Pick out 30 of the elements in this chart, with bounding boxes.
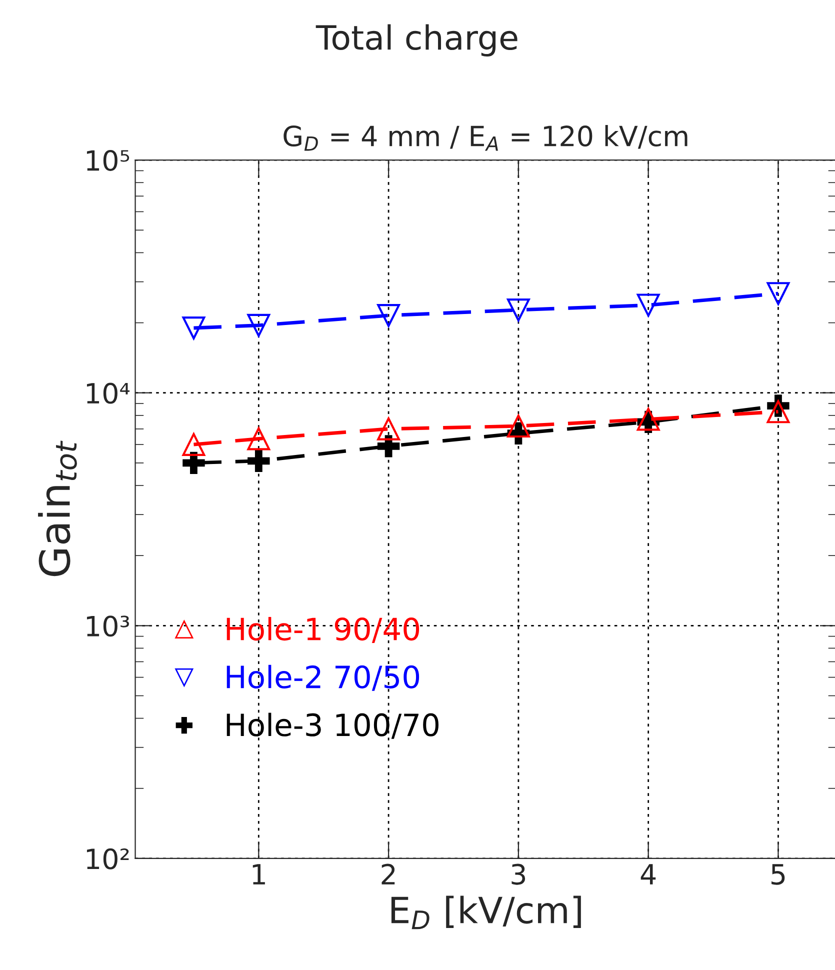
- point: [766, 400, 790, 424]
- point: [182, 452, 205, 474]
- x-tick-label: 3: [512, 864, 526, 885]
- chart-subtitle: G$_{D}$ = 4 mm / E$_{A}$ = 120 kV/cm: [284, 125, 688, 151]
- point: [377, 417, 400, 440]
- legend-label: Hole-2 70/50: [226, 664, 420, 691]
- y-tick-label: 10³: [86, 616, 129, 637]
- x-tick-label: 5: [772, 864, 785, 885]
- x-tick-label: 4: [640, 864, 656, 884]
- y-axis-title: Gain$_{tot}$: [38, 440, 77, 576]
- point: [247, 314, 270, 337]
- x-axis-title: E$_{D}$ [kV/cm]: [391, 896, 581, 930]
- point: [377, 435, 400, 458]
- point: [766, 282, 790, 306]
- y-tick-label: 10⁴: [86, 382, 130, 404]
- chart-title: Total charge: [316, 24, 518, 57]
- point: [506, 298, 530, 322]
- x-tick-label: 2: [382, 864, 395, 884]
- point: [182, 316, 206, 340]
- point: [248, 450, 270, 472]
- point: [377, 304, 400, 327]
- legend-label: Hole-3 100/70: [226, 712, 438, 739]
- y-tick-label: 10⁵: [86, 150, 130, 171]
- legend-label: Hole-1 90/40: [226, 616, 420, 644]
- x-tick-label: 1: [252, 864, 265, 884]
- point: [247, 427, 270, 450]
- point: [636, 294, 660, 317]
- point: [182, 433, 206, 456]
- point: [506, 414, 530, 438]
- y-tick-label: 10²: [86, 848, 129, 870]
